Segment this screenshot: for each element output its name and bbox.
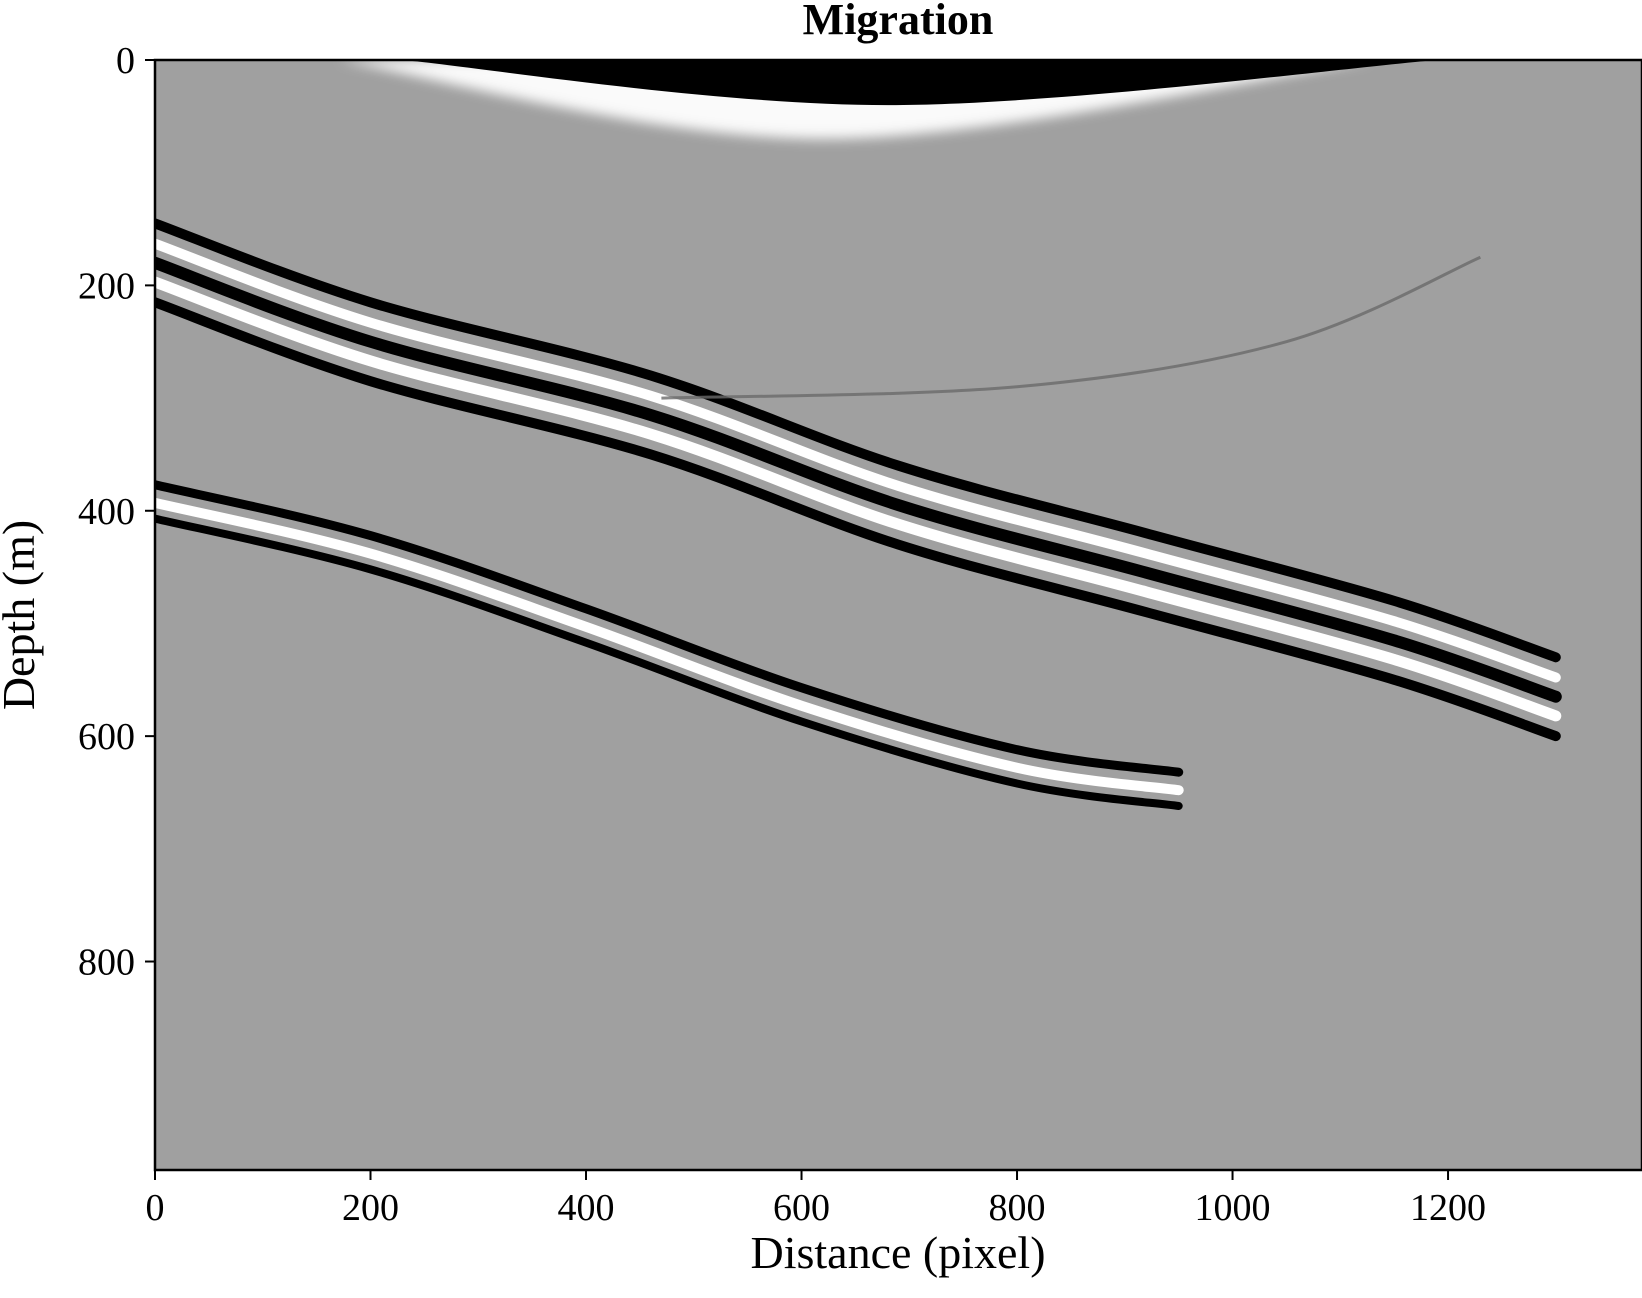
arc-core: [402, 60, 1438, 106]
wavelet-line: [155, 480, 1184, 777]
y-axis: 0 200 400 600 800: [78, 40, 155, 984]
x-tick-label: 200: [342, 1187, 399, 1229]
wavelet-line: [155, 514, 1183, 810]
wavelet-line: [155, 297, 1561, 742]
wavelet-line: [155, 238, 1561, 683]
wavelet-line: [155, 497, 1184, 796]
wavelet-line: [155, 276, 1562, 722]
y-tick-label: 800: [78, 942, 135, 984]
reflector-1: [155, 218, 1562, 742]
direct-arrival: [338, 60, 1438, 139]
diffraction-tail: [661, 255, 1481, 400]
x-tick-label: 400: [558, 1187, 615, 1229]
y-tick-label: 0: [116, 40, 135, 82]
x-tick-label: 0: [146, 1187, 165, 1229]
plot-background: [155, 60, 1642, 1170]
plot-area: [155, 60, 1642, 1170]
diffraction-line: [661, 255, 1481, 400]
x-tick-label: 1200: [1410, 1187, 1486, 1229]
x-tick-label: 800: [989, 1187, 1046, 1229]
wavelet-line: [155, 256, 1562, 703]
y-tick-label: 600: [78, 716, 135, 758]
wavelet-line: [155, 218, 1561, 663]
y-axis-title: Depth (m): [0, 520, 44, 710]
x-tick-label: 600: [773, 1187, 830, 1229]
chart-title: Migration: [803, 0, 994, 44]
reflector-2: [155, 480, 1184, 810]
x-tick-label: 1000: [1195, 1187, 1271, 1229]
plot-frame: [153, 58, 1642, 1172]
x-axis: 0 200 400 600 800 1000 1200: [146, 1170, 1486, 1229]
y-tick-label: 200: [78, 265, 135, 307]
y-tick-label: 400: [78, 491, 135, 533]
x-axis-title: Distance (pixel): [750, 1227, 1045, 1278]
seismic-features: [155, 60, 1562, 810]
